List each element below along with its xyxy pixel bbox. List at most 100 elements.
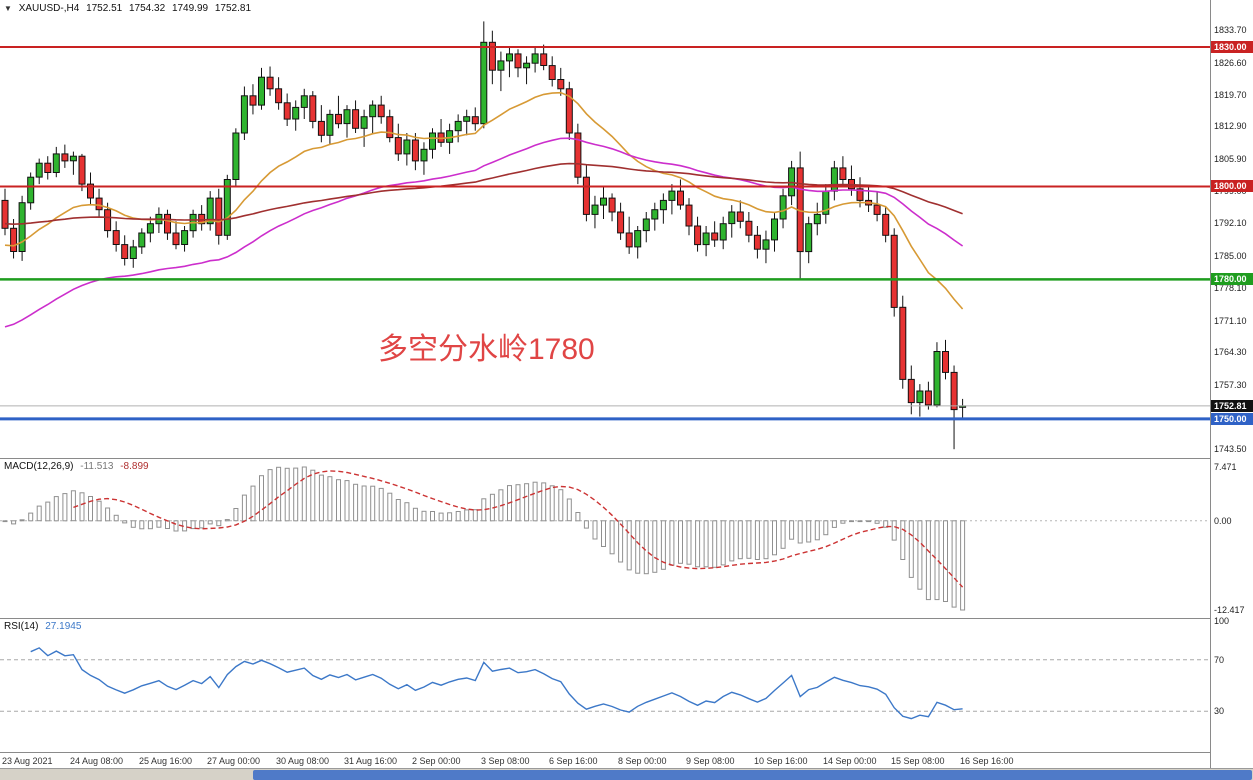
candlestick-up xyxy=(651,202,659,231)
candlestick-down xyxy=(882,207,890,243)
candlestick-down xyxy=(377,95,385,124)
macd-histogram-bar xyxy=(387,492,393,522)
candlestick-down xyxy=(10,219,18,259)
macd-histogram-bar xyxy=(772,520,777,556)
candlestick-up xyxy=(403,133,411,166)
time-axis-label: 30 Aug 08:00 xyxy=(276,756,330,766)
time-axis-label: 14 Sep 00:00 xyxy=(823,756,877,766)
candlestick-down xyxy=(625,216,633,254)
candlestick-down xyxy=(617,202,625,240)
candlestick-down xyxy=(437,119,445,147)
macd-histogram-bar xyxy=(241,494,247,522)
macd-histogram-bar xyxy=(130,520,136,528)
price-axis-label: 1785.00 xyxy=(1214,251,1247,261)
macd-histogram-bar xyxy=(301,466,307,522)
price-axis-label: 1743.50 xyxy=(1214,444,1247,454)
candlestick-down xyxy=(736,200,744,229)
macd-histogram-bar xyxy=(36,505,42,522)
macd-histogram-bar xyxy=(925,520,931,601)
macd-histogram-bar xyxy=(780,520,786,549)
candlestick-up xyxy=(506,47,513,78)
macd-signal-line xyxy=(73,470,964,588)
candlestick-up xyxy=(813,202,821,236)
ohlc-close: 1752.81 xyxy=(214,3,252,14)
time-axis-label: 23 Aug 2021 xyxy=(2,756,53,766)
moving-average-21 xyxy=(4,91,964,310)
candlestick-down xyxy=(95,188,103,217)
macd-histogram-bar xyxy=(686,520,692,565)
macd-histogram-bar xyxy=(720,520,726,566)
macd-histogram-bar xyxy=(917,520,923,590)
price-axis-label: 1805.90 xyxy=(1214,154,1247,164)
candlestick-up xyxy=(600,186,607,219)
macd-histogram-bar xyxy=(789,520,795,540)
macd-histogram-bar xyxy=(951,520,957,608)
candlestick-down xyxy=(44,156,52,180)
rsi-value: 27.1945 xyxy=(45,621,82,632)
macd-histogram-bar xyxy=(763,520,769,560)
candlestick-up xyxy=(454,114,462,143)
macd-histogram-bar xyxy=(276,466,282,522)
macd-histogram-bar xyxy=(250,485,256,522)
rsi-indicator-label: RSI(14) 27.1945 xyxy=(4,621,85,632)
macd-histogram-bar xyxy=(814,520,820,541)
macd-histogram-bar xyxy=(344,480,350,522)
candlestick-down xyxy=(411,133,419,171)
macd-histogram-bar xyxy=(190,520,196,530)
macd-histogram-bar xyxy=(173,520,179,532)
candlestick-up xyxy=(369,100,377,133)
macd-panel-canvas[interactable] xyxy=(0,459,1210,618)
macd-histogram-bar xyxy=(310,469,316,522)
macd-histogram-bar xyxy=(45,501,51,522)
macd-axis-max-label: 7.471 xyxy=(1214,462,1237,472)
rsi-axis-label: 30 xyxy=(1214,706,1225,716)
candlestick-up xyxy=(668,184,676,215)
macd-histogram-bar xyxy=(224,519,230,522)
macd-histogram-bar xyxy=(62,493,68,522)
candlestick-down xyxy=(335,95,342,129)
macd-histogram-bar xyxy=(626,520,632,571)
candlestick-down xyxy=(907,365,915,415)
rsi-panel-canvas[interactable] xyxy=(0,619,1210,752)
candlestick-up xyxy=(240,86,248,140)
macd-histogram-bar xyxy=(404,502,410,522)
scrollbar-thumb[interactable] xyxy=(253,770,1252,780)
macd-histogram-bar xyxy=(583,520,589,529)
main-chart-canvas[interactable] xyxy=(0,0,1210,458)
candlestick-down xyxy=(694,216,702,252)
rsi-axis-label: 100 xyxy=(1214,616,1230,626)
time-axis-label: 25 Aug 16:00 xyxy=(139,756,193,766)
candlestick-up xyxy=(129,239,137,268)
macd-histogram-bar xyxy=(207,520,213,525)
macd-histogram-bar xyxy=(660,520,666,570)
candlestick-down xyxy=(565,81,573,140)
macd-histogram-bar xyxy=(353,483,359,522)
price-axis-label: 1826.60 xyxy=(1214,58,1247,68)
macd-histogram-bar xyxy=(147,520,153,530)
macd-histogram-bar xyxy=(447,512,453,522)
price-axis-label: 1819.70 xyxy=(1214,90,1247,100)
macd-histogram-bar xyxy=(70,490,76,522)
candlestick-down xyxy=(471,107,479,131)
panel-divider-main-macd[interactable] xyxy=(0,458,1253,459)
macd-histogram-bar xyxy=(361,485,367,522)
macd-histogram-bar xyxy=(806,520,812,543)
candlestick-down xyxy=(873,191,881,222)
candlestick-up xyxy=(18,195,26,261)
candlestick-down xyxy=(386,109,394,143)
panel-divider-macd-rsi[interactable] xyxy=(0,618,1253,619)
macd-histogram-bar xyxy=(857,520,863,523)
time-axis-label: 6 Sep 16:00 xyxy=(549,756,598,766)
macd-histogram-bar xyxy=(336,479,341,522)
macd-histogram-bar xyxy=(618,520,624,563)
macd-histogram-bar xyxy=(199,520,205,529)
macd-histogram-bar xyxy=(840,520,846,524)
moving-average-55 xyxy=(4,137,964,328)
symbol-dropdown-icon[interactable]: ▼ xyxy=(4,4,12,13)
candlestick-down xyxy=(899,295,907,389)
price-axis-label: 1778.10 xyxy=(1214,283,1247,293)
price-axis-label: 1757.30 xyxy=(1214,380,1247,390)
ohlc-open: 1752.51 xyxy=(86,3,123,14)
macd-histogram-bar xyxy=(2,520,8,523)
chart-horizontal-scrollbar[interactable] xyxy=(0,768,1253,780)
